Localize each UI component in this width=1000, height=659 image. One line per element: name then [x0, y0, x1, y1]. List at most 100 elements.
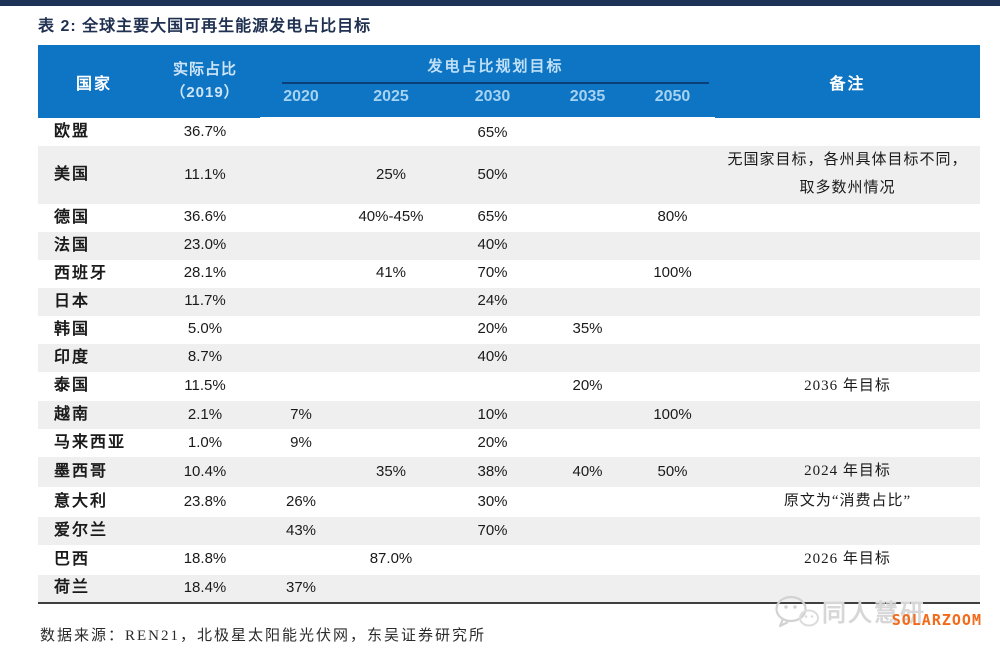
cell-country: 韩国 — [54, 320, 91, 338]
cell-target-2030: 70% — [440, 516, 545, 545]
cell-actual-share: 5.0% — [187, 320, 223, 338]
wechat-icon — [774, 593, 820, 638]
column-header-country: 国家 — [38, 45, 150, 118]
cell-note: 原文为“消费占比” — [783, 493, 912, 509]
table-row: 泰国 11.5% 20% 2036 年目标 — [38, 372, 980, 402]
cell-target-2025: 41% — [375, 264, 407, 282]
cell-country: 美国 — [38, 146, 150, 204]
table-row: 美国 11.1% 25% 50% 无国家目标，各州具体目标不同，取多数州情况 — [38, 146, 981, 204]
cell-target-2035 — [545, 204, 630, 232]
solarzoom-logo-text: SOLARZOOM — [891, 611, 982, 629]
cell-target-2030: 30% — [477, 492, 508, 510]
cell-target-2020 — [260, 204, 342, 232]
cell-target-2050 — [630, 118, 715, 146]
cell-note — [715, 429, 980, 457]
table-row: 印度 8.7% 40% — [38, 343, 981, 372]
cell-country: 墨西哥 — [38, 457, 150, 487]
cell-target-2050 — [630, 516, 716, 545]
cell-target-2030: 24% — [440, 287, 545, 316]
cell-target-2020 — [260, 287, 342, 316]
cell-target-2020 — [260, 231, 342, 260]
cell-target-2020: 26% — [285, 492, 317, 510]
table-row: 欧盟 36.7% 65% — [38, 118, 980, 146]
cell-target-2020 — [260, 457, 342, 487]
cell-target-2035 — [545, 487, 630, 517]
cell-target-2035 — [545, 516, 630, 545]
actual-share-line2: （2019） — [170, 83, 240, 101]
cell-note — [715, 516, 981, 545]
cell-target-2025 — [342, 516, 440, 545]
cell-actual-share: 23.8% — [183, 492, 227, 510]
cell-target-2025 — [342, 343, 440, 372]
cell-target-2030: 65% — [477, 123, 508, 141]
cell-target-2030: 20% — [477, 320, 508, 338]
cell-note: 2036 年目标 — [804, 377, 891, 394]
top-accent-bar — [0, 0, 1000, 6]
cell-target-2025 — [342, 401, 440, 430]
cell-target-2035 — [545, 146, 630, 204]
cell-target-2035: 40% — [545, 457, 630, 487]
cell-actual-share: 11.5% — [184, 377, 226, 395]
cell-target-2030: 10% — [440, 401, 545, 430]
data-source-note: 数据来源：REN21，北极星太阳能光伏网，东吴证券研究所 — [40, 628, 487, 644]
cell-target-2050: 100% — [653, 264, 692, 282]
cell-actual-share: 1.0% — [187, 434, 223, 451]
cell-target-2025 — [342, 372, 440, 402]
cell-target-2030 — [440, 574, 545, 603]
table-row: 法国 23.0% 40% — [38, 231, 981, 260]
table-row: 巴西 18.8% 87.0% 2026 年目标 — [38, 545, 980, 575]
cell-target-2050 — [630, 231, 716, 260]
cell-target-2025 — [342, 231, 440, 260]
cell-target-2050 — [630, 343, 716, 372]
cell-actual-share: 10.4% — [150, 457, 260, 487]
cell-note — [715, 287, 981, 316]
cell-actual-share: 11.1% — [150, 146, 260, 204]
cell-country: 荷兰 — [38, 574, 150, 603]
cell-target-2020 — [260, 146, 342, 204]
cell-actual-share: 2.1% — [150, 401, 260, 430]
cell-country: 马来西亚 — [54, 434, 127, 452]
cell-target-2050 — [630, 487, 715, 517]
cell-note — [715, 574, 981, 603]
table-row: 日本 11.7% 24% — [38, 287, 981, 316]
actual-share-line1: 实际占比 — [172, 61, 237, 78]
cell-note: 2024 年目标 — [715, 457, 981, 487]
cell-target-2020 — [260, 343, 342, 372]
cell-actual-share: 11.7% — [150, 287, 260, 316]
column-header-target-group: 发电占比规划目标 — [260, 45, 716, 84]
cell-country: 意大利 — [54, 492, 109, 510]
cell-actual-share: 8.7% — [150, 343, 260, 372]
cell-target-2030: 50% — [440, 146, 545, 204]
cell-actual-share — [150, 516, 260, 545]
cell-note — [715, 260, 980, 288]
cell-target-2025 — [342, 118, 440, 146]
cell-target-2035: 20% — [572, 377, 603, 395]
cell-target-2050: 80% — [657, 208, 688, 226]
cell-target-2020: 37% — [260, 574, 342, 603]
cell-country: 西班牙 — [54, 264, 109, 282]
cell-target-2050 — [630, 545, 715, 575]
cell-target-2025: 87.0% — [369, 550, 413, 568]
cell-target-2025 — [342, 287, 440, 316]
table-row: 爱尔兰 43% 70% — [38, 516, 981, 545]
cell-target-2050 — [630, 429, 715, 457]
cell-target-2020 — [260, 545, 342, 575]
watermark-brand-text: 同人慧研 — [822, 600, 926, 627]
cell-note — [715, 231, 981, 260]
cell-country: 爱尔兰 — [38, 516, 150, 545]
cell-target-2030: 38% — [440, 457, 545, 487]
cell-note: 2026 年目标 — [804, 550, 891, 567]
cell-actual-share: 18.4% — [150, 574, 260, 603]
table-row: 韩国 5.0% 20% 35% — [38, 316, 980, 344]
column-header-actual-share: 实际占比 （2019） — [150, 45, 260, 118]
cell-target-2035 — [545, 429, 630, 457]
cell-target-2030: 20% — [477, 434, 508, 451]
table-row: 马来西亚 1.0% 9% 20% — [38, 429, 980, 457]
cell-target-2020: 9% — [290, 434, 312, 451]
table-row: 意大利 23.8% 26% 30% 原文为“消费占比” — [38, 487, 980, 517]
column-header-year-2050: 2050 — [630, 84, 716, 120]
cell-note — [715, 316, 980, 344]
watermark: 同人慧研 SOLARZOOM — [775, 589, 981, 641]
cell-target-2025 — [342, 487, 440, 517]
cell-target-2020: 7% — [260, 401, 342, 430]
